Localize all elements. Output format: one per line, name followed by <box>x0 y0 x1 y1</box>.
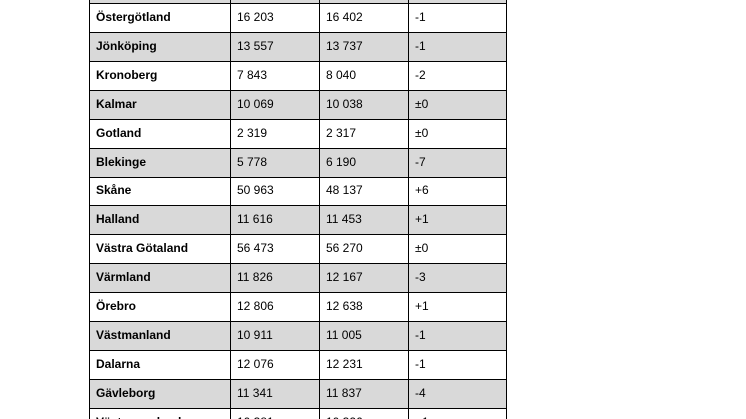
table-cell: +1 <box>408 293 507 321</box>
table-cell: 12 167 <box>319 264 408 293</box>
table-cell: 56 473 <box>230 235 319 264</box>
table-cell: 11 826 <box>230 264 319 293</box>
table-cell: 50 963 <box>230 177 319 206</box>
region-name: Kronoberg <box>89 61 230 90</box>
table-cell: +1 <box>408 408 507 419</box>
table-row: Kronoberg 7 843 8 040 -2 <box>89 61 507 91</box>
table-cell: 6 190 <box>319 148 408 177</box>
table-cell: -2 <box>408 61 507 90</box>
table-cell: 56 270 <box>319 235 408 264</box>
table-cell: 11 005 <box>319 321 408 350</box>
table-cell: +6 <box>408 177 507 206</box>
table-cell: -1 <box>408 321 507 350</box>
region-name: Västra Götaland <box>89 235 230 264</box>
table-row: Örebro 12 806 12 638 +1 <box>89 293 507 322</box>
region-name: Östergötland <box>89 4 230 32</box>
table-cell: 12 231 <box>319 350 408 379</box>
table-cell: 8 040 <box>319 61 408 90</box>
region-name: Skåne <box>89 177 230 206</box>
table-cell: 13 737 <box>319 32 408 61</box>
region-name: Västernorrland <box>89 408 230 419</box>
table-cell: 16 402 <box>319 4 408 32</box>
table-row: Blekinge 5 778 6 190 -7 <box>89 148 507 178</box>
table-cell: 10 381 <box>230 408 319 419</box>
table-cell: ±0 <box>408 119 507 148</box>
table-cell: 7 843 <box>230 61 319 90</box>
region-name: Örebro <box>89 293 230 321</box>
table-cell: 10 326 <box>319 408 408 419</box>
table-cell: 12 076 <box>230 350 319 379</box>
table-cell: -1 <box>408 32 507 61</box>
table-cell: 10 038 <box>319 90 408 119</box>
table-cell: ±0 <box>408 235 507 264</box>
table-row: Skåne 50 963 48 137 +6 <box>89 177 507 207</box>
table-cell <box>408 0 507 3</box>
table-cell: -3 <box>408 264 507 293</box>
table-row: Halland 11 616 11 453 +1 <box>89 206 507 236</box>
table-row: Jönköping 13 557 13 737 -1 <box>89 32 507 62</box>
table-cell <box>319 0 408 3</box>
table-row: Östergötland 16 203 16 402 -1 <box>89 4 507 33</box>
table-cell: ±0 <box>408 90 507 119</box>
region-name: Dalarna <box>89 350 230 379</box>
region-name: Jönköping <box>89 32 230 61</box>
region-name: Värmland <box>89 264 230 293</box>
table-cell: 13 557 <box>230 32 319 61</box>
table-cell: -1 <box>408 350 507 379</box>
table-cell: 10 911 <box>230 321 319 350</box>
table-cell: 16 203 <box>230 4 319 32</box>
region-name: Gävleborg <box>89 379 230 408</box>
table-row: Västmanland 10 911 11 005 -1 <box>89 321 507 351</box>
table-row: Gotland 2 319 2 317 ±0 <box>89 119 507 149</box>
region-name: Västmanland <box>89 321 230 350</box>
table-cell: 48 137 <box>319 177 408 206</box>
table-cell: +1 <box>408 206 507 235</box>
table-cell: 11 616 <box>230 206 319 235</box>
table-cell: 2 319 <box>230 119 319 148</box>
table-row: Västernorrland10 38110 326+1 <box>89 408 507 419</box>
table-cell <box>89 0 230 3</box>
table-cell: 11 837 <box>319 379 408 408</box>
region-name: Kalmar <box>89 90 230 119</box>
table-row-partial <box>89 0 507 4</box>
table-cell: -7 <box>408 148 507 177</box>
region-name: Blekinge <box>89 148 230 177</box>
table-row: Västra Götaland 56 473 56 270 ±0 <box>89 235 507 265</box>
table-cell: -1 <box>408 4 507 32</box>
table-row: Gävleborg 11 341 11 837 -4 <box>89 379 507 409</box>
table-cell <box>230 0 319 3</box>
table-cell: 5 778 <box>230 148 319 177</box>
table-cell: -4 <box>408 379 507 408</box>
table-row: Dalarna 12 076 12 231 -1 <box>89 350 507 380</box>
region-name: Gotland <box>89 119 230 148</box>
table-cell: 11 341 <box>230 379 319 408</box>
table-cell: 10 069 <box>230 90 319 119</box>
table-cell: 12 638 <box>319 293 408 321</box>
table-row: Kalmar 10 069 10 038 ±0 <box>89 90 507 120</box>
table-cell: 2 317 <box>319 119 408 148</box>
table-cell: 11 453 <box>319 206 408 235</box>
table-row: Värmland 11 826 12 167 -3 <box>89 264 507 294</box>
region-name: Halland <box>89 206 230 235</box>
table-cell: 12 806 <box>230 293 319 321</box>
